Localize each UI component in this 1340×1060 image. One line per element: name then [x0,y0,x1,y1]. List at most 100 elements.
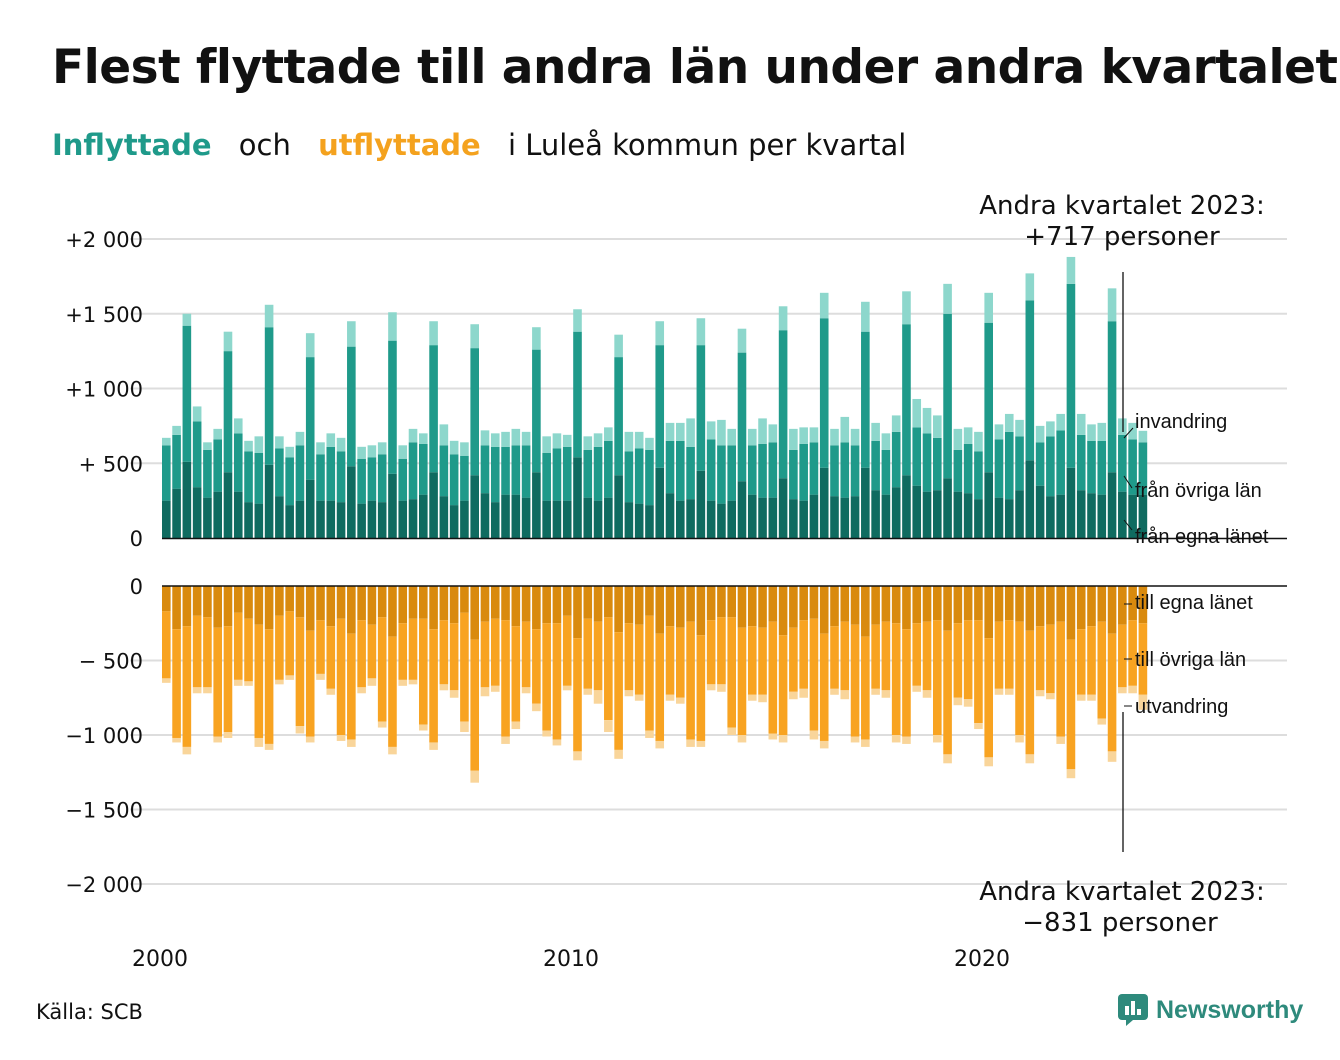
bar-in-0 [501,494,510,538]
bar-in-0 [604,497,613,538]
bar-in-0 [1056,494,1065,538]
bar-in-1 [809,442,819,495]
bar-out-0 [984,586,993,639]
bar-out-1 [676,627,685,698]
y-tick-label-top: 0 [130,527,143,551]
bar-in-2 [439,424,449,446]
bar-in-2 [665,422,675,441]
bar-in-1 [624,451,634,503]
bar-out-0 [861,586,870,637]
bar-out-1 [1035,626,1045,691]
bar-out-0 [264,586,274,630]
bar-out-0 [583,586,593,619]
subtitle-inflow-word: Inflyttade [52,128,212,162]
bar-in-2 [233,418,243,434]
bar-out-2 [953,697,963,706]
bar-out-0 [305,586,315,631]
bar-out-1 [645,615,654,731]
bar-out-0 [819,586,829,634]
bar-in-0 [974,499,983,538]
bar-out-1 [254,624,264,738]
bar-out-0 [213,586,222,628]
bar-in-2 [645,437,654,450]
bar-out-2 [974,723,983,730]
bar-in-1 [203,449,212,498]
bar-out-0 [408,586,418,619]
bar-out-0 [203,586,212,618]
bar-out-1 [912,623,922,686]
bar-out-0 [974,586,983,621]
bar-out-1 [727,617,736,728]
bar-in-1 [933,437,942,491]
bar-in-2 [162,437,171,446]
bar-out-0 [758,586,767,628]
bar-in-0 [943,478,952,538]
bar-out-1 [203,617,212,688]
bar-in-2 [1066,256,1076,284]
leader-ovriga [1123,475,1133,489]
bar-out-2 [747,694,757,701]
bar-out-1 [799,620,808,689]
bar-out-2 [881,690,891,698]
bar-in-1 [367,457,377,501]
bar-out-1 [562,615,572,686]
bar-in-2 [984,292,993,323]
bar-out-1 [1076,629,1086,695]
bar-out-2 [192,687,202,694]
bar-in-1 [1087,440,1096,494]
bar-out-0 [460,586,469,613]
bar-out-0 [953,586,963,624]
bar-out-2 [655,740,665,749]
bar-in-1 [449,454,459,506]
bar-out-0 [532,586,541,630]
bar-in-1 [233,433,243,492]
bar-in-1 [665,440,675,494]
bar-in-2 [871,422,880,441]
bar-in-0 [347,466,356,538]
bar-out-0 [747,586,757,627]
bar-in-2 [933,415,942,438]
bar-out-2 [624,690,634,697]
bar-in-0 [861,467,870,538]
bar-out-1 [233,612,243,680]
source-note: Källa: SCB [36,1000,143,1024]
bar-out-2 [912,685,922,692]
bar-out-2 [809,730,819,740]
bar-out-1 [521,621,531,688]
bar-in-2 [264,304,274,328]
bar-in-2 [295,431,305,446]
bar-out-2 [552,739,562,746]
bar-in-2 [326,433,336,447]
bar-out-1 [480,621,490,688]
bar-in-0 [470,475,479,538]
bar-in-1 [974,451,983,500]
bar-out-0 [634,586,644,625]
y-tick-label-top: +1 500 [65,303,143,327]
bar-in-0 [799,500,808,539]
bar-out-1 [429,629,438,743]
bar-in-2 [460,442,469,456]
bar-out-1 [665,626,675,695]
bar-out-2 [645,730,654,738]
bar-in-2 [1046,421,1055,437]
bar-in-2 [1025,273,1035,301]
subtitle-rest: i Luleå kommun per kvartal [507,128,907,162]
bar-in-2 [223,331,233,352]
bar-out-2 [1128,685,1137,694]
bar-in-0 [665,493,675,538]
bar-in-0 [223,472,233,538]
bar-in-1 [429,345,438,473]
bar-in-1 [1076,434,1086,491]
bar-in-0 [377,502,387,538]
bar-in-0 [789,499,798,538]
bar-out-2 [963,699,973,707]
bar-out-0 [665,586,675,627]
y-tick-label-bottom: −2 000 [65,873,143,897]
bar-out-0 [388,586,397,637]
bar-out-2 [758,694,767,703]
bar-in-0 [233,491,243,538]
bar-in-0 [871,490,880,538]
bar-out-0 [902,586,911,630]
series-label-in: från övriga län [1135,480,1262,502]
bar-out-0 [521,586,531,622]
